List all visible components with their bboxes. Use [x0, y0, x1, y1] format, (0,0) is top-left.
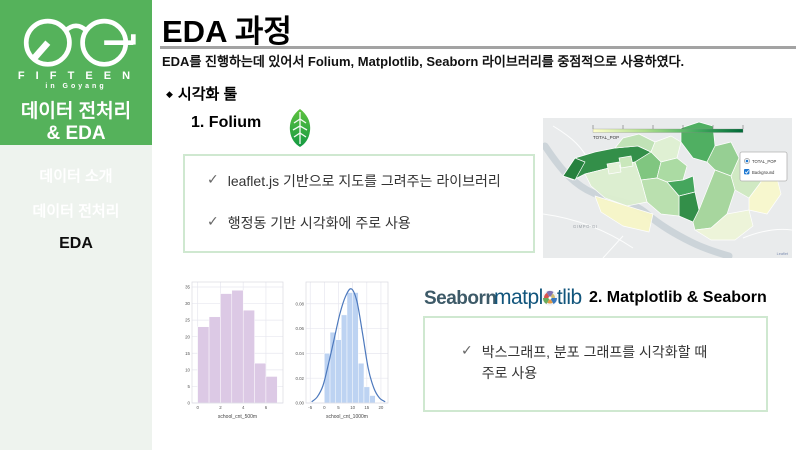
- sidebar-menu: 데이터 소개 데이터 전처리 EDA: [0, 158, 152, 260]
- brand-name: F I F T E E N: [17, 70, 135, 82]
- svg-text:20: 20: [378, 405, 383, 410]
- svg-text:15: 15: [364, 405, 369, 410]
- diamond-bullet-icon: ◆: [166, 89, 173, 99]
- check-icon: ✓: [207, 171, 219, 187]
- title-divider: [160, 46, 796, 49]
- sidebar-item-data-intro[interactable]: 데이터 소개: [39, 168, 113, 185]
- svg-text:15: 15: [185, 351, 190, 356]
- seaborn-wordmark: Seaborn: [424, 288, 497, 309]
- section-label: ◆ 시각화 툴: [166, 83, 237, 104]
- check-icon: ✓: [461, 342, 473, 358]
- map-place-label: GIMPO-GI: [573, 224, 598, 229]
- folium-map-screenshot: TOTAL_POP TOTAL_POP Background GIMPO-GI …: [541, 118, 793, 260]
- map-layer-control: TOTAL_POP Background: [739, 151, 788, 182]
- svg-text:10: 10: [350, 405, 355, 410]
- sidebar-title-line2: & EDA: [46, 123, 106, 144]
- matplotlib-wordmark-pre: matpl: [494, 286, 543, 309]
- section-label-text: 시각화 툴: [177, 86, 238, 103]
- svg-text:0: 0: [323, 405, 326, 410]
- svg-text:0.08: 0.08: [295, 301, 304, 306]
- svg-text:10: 10: [185, 367, 190, 372]
- folium-heading: 1. Folium: [191, 114, 262, 131]
- sidebar-item-eda[interactable]: EDA: [59, 235, 93, 252]
- matplotlib-callout-box: ✓ 박스그래프, 분포 그래프를 시각화할 때 주로 사용: [423, 316, 768, 412]
- subtitle: EDA를 진행하는데 있어서 Folium, Matplotlib, Seabo…: [162, 54, 685, 69]
- folium-leaf-icon: [289, 109, 311, 147]
- folium-point-1-text: leaflet.js 기반으로 지도를 그려주는 라이브러리: [227, 173, 501, 189]
- svg-text:30: 30: [185, 301, 190, 306]
- svg-text:0: 0: [196, 405, 199, 410]
- brand-subname: in Goyang: [45, 83, 107, 90]
- sidebar: F I F T E E N in Goyang 데이터 전처리 & EDA 데이…: [0, 0, 152, 450]
- sidebar-title-line1: 데이터 전처리: [20, 101, 132, 122]
- histogram-school-cnt-500m: 0 5 10 15 20 25 30 35 0 2 4 6 school_cnt_500m: [179, 274, 287, 422]
- map-colorbar-legend: TOTAL_POP: [592, 125, 744, 140]
- matplotlib-logo-icon: [542, 290, 558, 306]
- folium-point-2: ✓ 행정동 기반 시각화에 주로 사용: [207, 213, 533, 233]
- page-title: EDA 과정: [162, 14, 292, 49]
- svg-text:school_cnt_500m: school_cnt_500m: [218, 414, 257, 420]
- matplotlib-point-1-text: 박스그래프, 분포 그래프를 시각화할 때 주로 사용: [481, 344, 708, 381]
- svg-text:0.04: 0.04: [295, 351, 304, 356]
- folium-callout-box: ✓ leaflet.js 기반으로 지도를 그려주는 라이브러리 ✓ 행정동 기…: [183, 154, 535, 253]
- svg-text:0.00: 0.00: [295, 401, 304, 406]
- layer-option-total-pop: TOTAL_POP: [752, 159, 776, 164]
- svg-text:2: 2: [219, 405, 222, 410]
- sidebar-item-preprocessing[interactable]: 데이터 전처리: [32, 203, 120, 220]
- histogram-school-cnt-1000m: 0.00 0.02 0.04 0.06 0.08 -5 0 5 10 15 20 school_cnt…: [289, 274, 392, 422]
- matplotlib-wordmark: matpl tlib: [494, 286, 582, 310]
- svg-text:35: 35: [185, 285, 190, 290]
- layer-option-background: Background: [752, 170, 775, 175]
- matplotlib-seaborn-heading: 2. Matplotlib & Seaborn: [589, 289, 767, 306]
- svg-text:-5: -5: [308, 405, 312, 410]
- check-icon: ✓: [207, 213, 219, 229]
- svg-text:0.06: 0.06: [295, 326, 304, 331]
- folium-point-2-text: 행정동 기반 시각화에 주로 사용: [227, 215, 411, 231]
- svg-text:20: 20: [185, 334, 190, 339]
- svg-text:4: 4: [242, 405, 245, 410]
- logo-block: F I F T E E N in Goyang 데이터 전처리 & EDA: [0, 0, 152, 145]
- matplotlib-wordmark-post: tlib: [556, 286, 582, 309]
- svg-text:6: 6: [265, 405, 268, 410]
- checkbox-icon: [744, 169, 750, 175]
- svg-text:25: 25: [185, 318, 190, 323]
- matplotlib-point-1: ✓ 박스그래프, 분포 그래프를 시각화할 때 주로 사용: [461, 342, 766, 384]
- svg-text:0.02: 0.02: [295, 376, 304, 381]
- folium-point-1: ✓ leaflet.js 기반으로 지도를 그려주는 라이브러리: [207, 171, 533, 191]
- map-attribution: Leaflet: [777, 252, 789, 256]
- svg-text:5: 5: [337, 405, 340, 410]
- svg-text:0: 0: [188, 401, 191, 406]
- bicycle-glasses-logo-icon: [23, 18, 136, 67]
- svg-text:school_cnt_1000m: school_cnt_1000m: [326, 414, 368, 420]
- map-legend-label: TOTAL_POP: [593, 135, 619, 140]
- svg-text:5: 5: [188, 384, 191, 389]
